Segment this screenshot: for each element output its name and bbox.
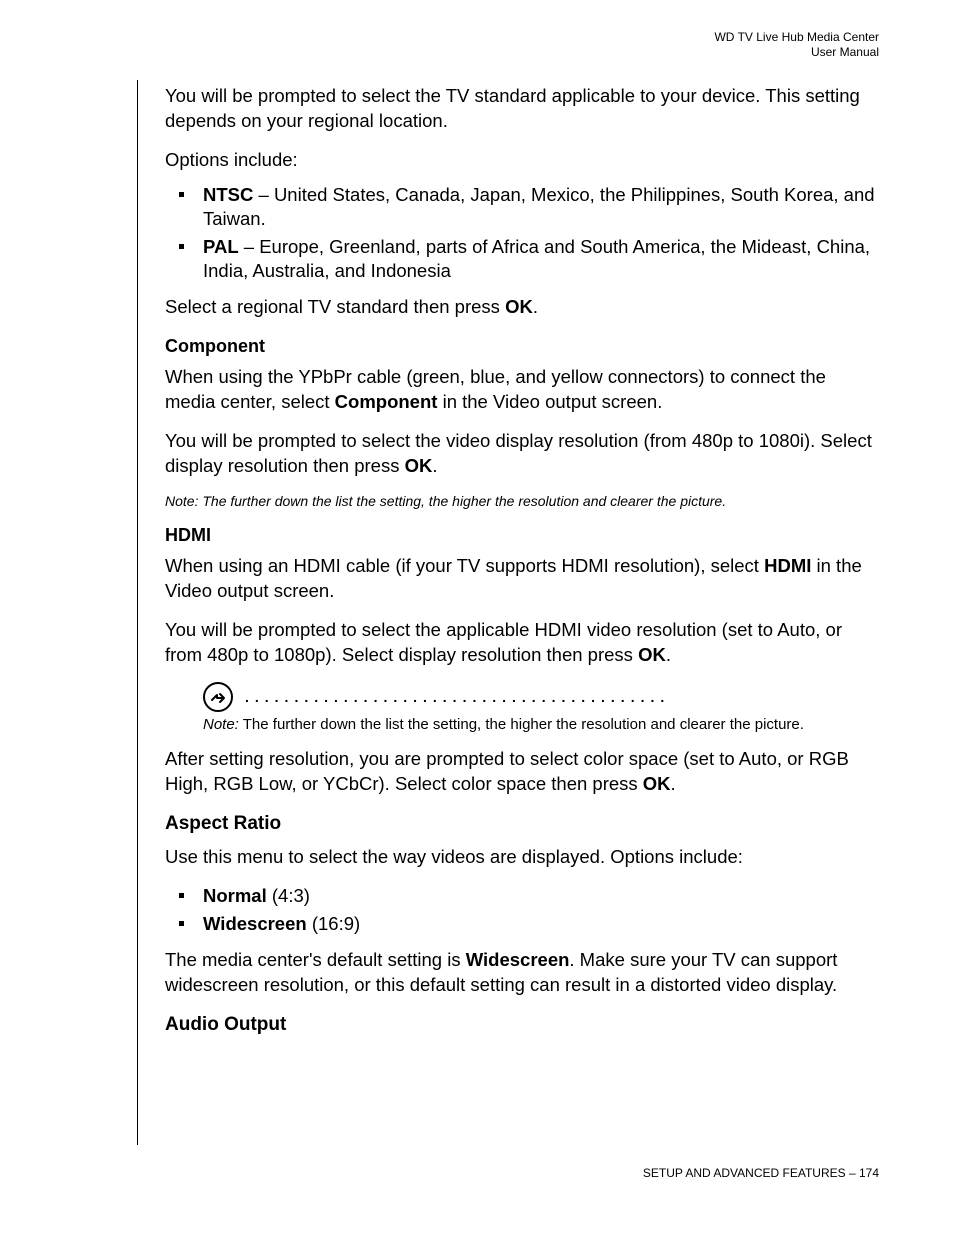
hdmi-p2-post: .	[666, 644, 671, 665]
hdmi-p1: When using an HDMI cable (if your TV sup…	[165, 554, 880, 604]
aspect-wide-rest: (16:9)	[307, 913, 360, 934]
header-line2: User Manual	[714, 45, 879, 60]
component-p2-pre: You will be prompted to select the video…	[165, 430, 872, 476]
audio-heading: Audio Output	[165, 1014, 880, 1036]
note-icon	[203, 682, 233, 712]
list-item: Normal (4:3)	[203, 884, 880, 908]
hdmi-p3-post: .	[671, 773, 676, 794]
intro-p1: You will be prompted to select the TV st…	[165, 84, 880, 134]
component-heading: Component	[165, 336, 880, 357]
component-p2-post: .	[432, 455, 437, 476]
sel-pre: Select a regional TV standard then press	[165, 296, 505, 317]
aspect-p1: Use this menu to select the way videos a…	[165, 845, 880, 870]
component-note-rest: : The further down the list the setting,…	[195, 493, 727, 509]
callout-text: Note: The further down the list the sett…	[165, 716, 880, 733]
hdmi-p3-bold: OK	[643, 773, 671, 794]
hdmi-p2-bold: OK	[638, 644, 666, 665]
aspect-p2: The media center's default setting is Wi…	[165, 948, 880, 998]
header-block: WD TV Live Hub Media Center User Manual	[714, 30, 879, 60]
intro-p2: Options include:	[165, 148, 880, 173]
sel-ok: OK	[505, 296, 533, 317]
hdmi-p2-pre: You will be prompted to select the appli…	[165, 619, 842, 665]
page: WD TV Live Hub Media Center User Manual …	[0, 0, 954, 1235]
footer-section: SETUP AND ADVANCED FEATURES	[643, 1166, 846, 1180]
component-p1: When using the YPbPr cable (green, blue,…	[165, 365, 880, 415]
footer-page: 174	[859, 1166, 879, 1180]
callout-row: ........................................…	[165, 682, 880, 712]
list-item: NTSC – United States, Canada, Japan, Mex…	[203, 183, 880, 231]
callout-note-rest: The further down the list the setting, t…	[239, 716, 804, 733]
callout-note-label: Note:	[203, 716, 239, 733]
hdmi-callout: ........................................…	[165, 682, 880, 733]
component-p1-post: in the Video output screen.	[437, 391, 662, 412]
aspect-normal-rest: (4:3)	[267, 885, 310, 906]
hdmi-p1-bold: HDMI	[764, 555, 811, 576]
footer-sep: –	[846, 1166, 859, 1180]
hdmi-p3-pre: After setting resolution, you are prompt…	[165, 748, 849, 794]
pal-rest: – Europe, Greenland, parts of Africa and…	[203, 236, 870, 281]
callout-dots: ........................................…	[245, 689, 670, 705]
select-standard: Select a regional TV standard then press…	[165, 295, 880, 320]
vertical-rule	[137, 80, 138, 1145]
list-item: Widescreen (16:9)	[203, 912, 880, 936]
component-p2-bold: OK	[405, 455, 433, 476]
aspect-heading: Aspect Ratio	[165, 813, 880, 835]
content-area: You will be prompted to select the TV st…	[165, 84, 880, 1046]
tv-standard-list: NTSC – United States, Canada, Japan, Mex…	[165, 183, 880, 283]
aspect-list: Normal (4:3) Widescreen (16:9)	[165, 884, 880, 936]
hdmi-p2: You will be prompted to select the appli…	[165, 618, 880, 668]
hdmi-p1-pre: When using an HDMI cable (if your TV sup…	[165, 555, 764, 576]
pal-label: PAL	[203, 236, 239, 257]
aspect-normal-label: Normal	[203, 885, 267, 906]
header-line1: WD TV Live Hub Media Center	[714, 30, 879, 45]
ntsc-label: NTSC	[203, 184, 253, 205]
aspect-p2-pre: The media center's default setting is	[165, 949, 466, 970]
aspect-p2-bold: Widescreen	[466, 949, 570, 970]
hdmi-heading: HDMI	[165, 525, 880, 546]
component-p1-bold: Component	[335, 391, 438, 412]
ntsc-rest: – United States, Canada, Japan, Mexico, …	[203, 184, 875, 229]
component-p2: You will be prompted to select the video…	[165, 429, 880, 479]
hdmi-p3: After setting resolution, you are prompt…	[165, 747, 880, 797]
footer: SETUP AND ADVANCED FEATURES – 174	[643, 1166, 879, 1180]
list-item: PAL – Europe, Greenland, parts of Africa…	[203, 235, 880, 283]
component-note: Note: The further down the list the sett…	[165, 493, 880, 509]
sel-post: .	[533, 296, 538, 317]
aspect-wide-label: Widescreen	[203, 913, 307, 934]
component-note-label: Note	[165, 493, 195, 509]
